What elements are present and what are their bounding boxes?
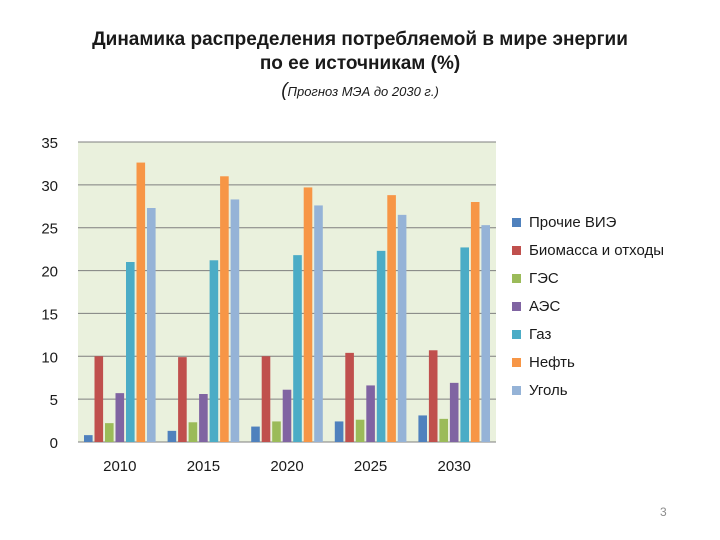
y-tick-label: 5 [50, 392, 58, 409]
y-tick-label: 0 [50, 435, 58, 452]
legend-swatch [512, 385, 521, 395]
legend-swatch [512, 301, 521, 311]
subtitle-text: Прогноз МЭА до 2030 г.) [287, 84, 439, 99]
bar [314, 205, 323, 442]
legend-item: АЭС [512, 292, 664, 320]
x-tick-label: 2010 [103, 458, 136, 475]
bar [209, 260, 219, 442]
bar [418, 415, 427, 442]
bar [345, 352, 354, 442]
legend-item: Прочие ВИЭ [512, 208, 664, 236]
page-number: 3 [660, 505, 667, 519]
legend-swatch [512, 217, 521, 227]
bar [136, 162, 146, 443]
legend-swatch [512, 357, 521, 367]
bar [230, 199, 240, 442]
y-tick-label: 30 [41, 178, 58, 195]
bar [428, 350, 438, 442]
legend-label: Биомасса и отходы [529, 241, 665, 259]
legend-item: Нефть [512, 348, 664, 376]
legend-swatch [512, 329, 521, 339]
y-tick-label: 20 [41, 264, 58, 281]
bar [178, 357, 187, 442]
legend-item: Газ [512, 320, 664, 348]
bar [334, 421, 344, 442]
legend-item: Уголь [512, 376, 664, 404]
bar [439, 418, 448, 442]
y-tick-label: 15 [41, 306, 58, 323]
bar [84, 435, 93, 442]
x-tick-label: 2025 [354, 458, 387, 475]
legend-swatch [512, 273, 521, 283]
legend-label: АЭС [529, 297, 561, 315]
subtitle-paren: ( [281, 80, 288, 101]
bar [261, 356, 271, 442]
bar [481, 225, 490, 442]
bar [105, 423, 114, 442]
bar [387, 195, 396, 442]
bar [366, 385, 375, 442]
y-tick-label: 35 [41, 135, 58, 152]
bar [449, 382, 459, 442]
title-line-2: по ее источникам (%) [259, 53, 461, 74]
bar [460, 247, 469, 442]
chart-legend: Прочие ВИЭ Биомасса и отходы ГЭС АЭС Газ Нефт… [512, 208, 664, 404]
title-line-1: Динамика распределения потребляемой в ми… [92, 29, 628, 50]
legend-item: Биомасса и отходы [512, 236, 664, 264]
bar [220, 176, 229, 443]
bar [115, 393, 125, 442]
x-tick-label: 2020 [270, 458, 303, 475]
legend-label: Газ [529, 325, 552, 343]
bar [167, 430, 177, 442]
y-tick-label: 10 [41, 349, 58, 366]
legend-label: ГЭС [529, 269, 559, 287]
bar [251, 426, 260, 442]
bar [147, 208, 156, 442]
bar [470, 202, 480, 442]
bar [303, 187, 313, 442]
bar [293, 255, 302, 442]
chart-title: Динамика распределения потребляемой в ми… [0, 28, 720, 76]
legend-label: Нефть [529, 353, 575, 371]
bar [126, 262, 135, 442]
y-tick-label: 25 [41, 221, 58, 238]
bar [376, 250, 386, 442]
bar [282, 389, 292, 442]
legend-swatch [512, 245, 521, 255]
bar [397, 214, 407, 442]
bar [188, 422, 198, 442]
bar [199, 394, 208, 442]
bar [94, 356, 104, 442]
legend-item: ГЭС [512, 264, 664, 292]
chart-subtitle: (Прогноз МЭА до 2030 г.) [0, 80, 720, 102]
legend-label: Прочие ВИЭ [529, 213, 617, 231]
bar [355, 419, 365, 442]
x-tick-label: 2015 [187, 458, 220, 475]
bar [272, 421, 281, 442]
legend-label: Уголь [529, 381, 568, 399]
x-tick-label: 2030 [438, 458, 471, 475]
